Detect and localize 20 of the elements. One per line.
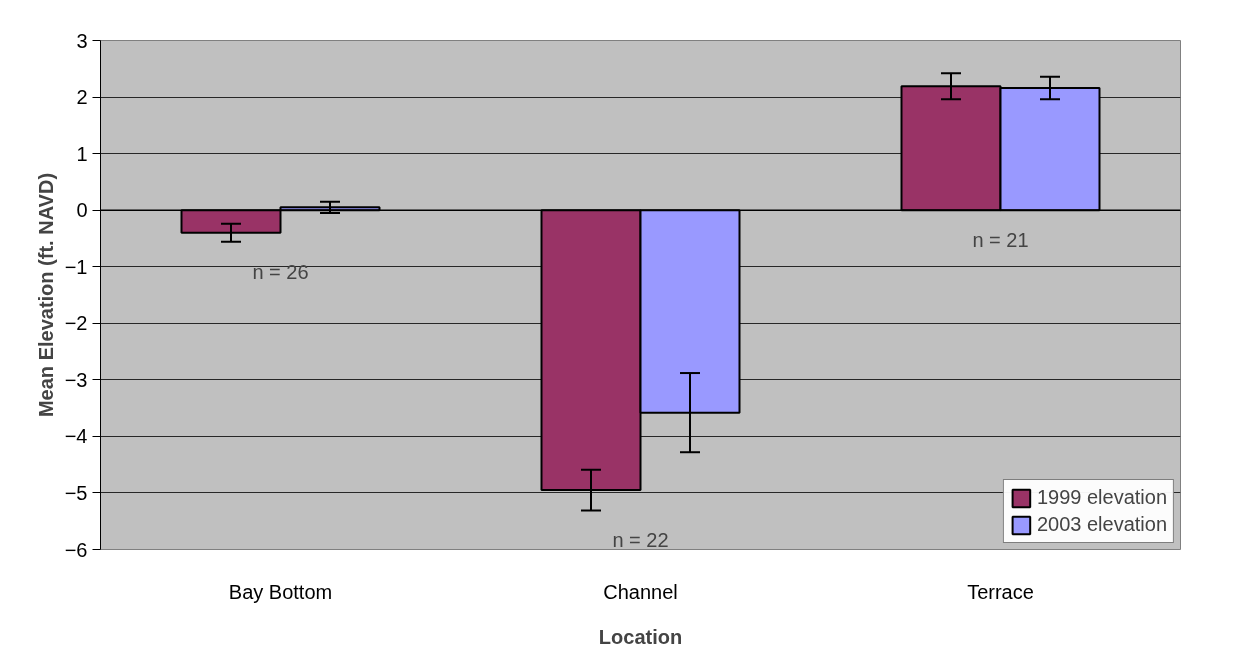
annotation: n = 21 <box>972 229 1029 252</box>
annotation: n = 22 <box>612 529 669 552</box>
x-axis-title: Location <box>598 625 683 648</box>
y-axis-title: Mean Elevation (ft. NAVD) <box>34 172 57 418</box>
annotation: n = 26 <box>252 260 309 283</box>
x-tick-label: Terrace <box>967 580 1034 603</box>
x-tick-label: Bay Bottom <box>228 580 333 603</box>
legend-label: 2003 elevation <box>1036 513 1167 536</box>
y-tick-label: 3 <box>76 29 88 52</box>
y-tick-label: −5 <box>64 481 88 504</box>
y-tick-label: 0 <box>76 199 88 222</box>
y-tick-label: −4 <box>64 425 88 448</box>
y-tick-label: −3 <box>64 368 88 391</box>
y-tick-label: −6 <box>64 538 88 561</box>
y-tick-label: 1 <box>76 142 88 165</box>
y-tick-label: −2 <box>64 312 88 335</box>
y-tick-label: −1 <box>64 255 88 278</box>
legend-label: 1999 elevation <box>1036 486 1167 509</box>
y-tick-label: 2 <box>76 86 88 109</box>
x-tick-label: Channel <box>603 580 678 603</box>
